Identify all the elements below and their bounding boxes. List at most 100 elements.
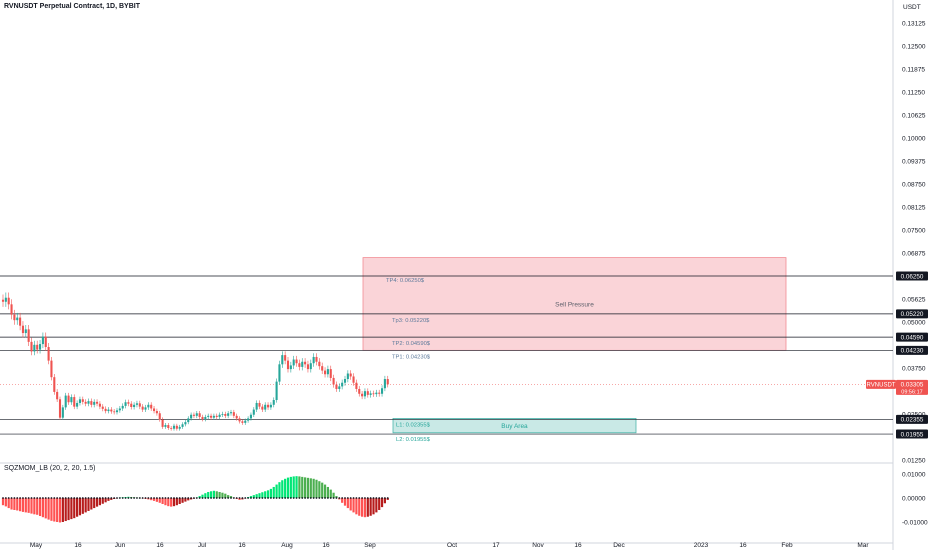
momentum-bar: [150, 498, 153, 501]
y-tick-label: 0.02500: [902, 412, 926, 419]
candle-body: [150, 404, 153, 409]
momentum-bar: [329, 489, 332, 498]
squeeze-dot: [53, 497, 56, 499]
candle-body: [33, 344, 36, 352]
squeeze-dot: [255, 497, 258, 499]
momentum-bar: [306, 477, 310, 498]
squeeze-dot: [24, 497, 27, 499]
squeeze-dot: [329, 497, 332, 499]
candle-body: [267, 404, 270, 408]
momentum-bar: [229, 496, 233, 498]
squeeze-dot: [173, 497, 175, 499]
squeeze-dot: [213, 497, 215, 499]
squeeze-dot: [218, 497, 221, 499]
momentum-bar: [107, 498, 110, 501]
candle-body: [241, 421, 244, 423]
squeeze-dot: [99, 497, 101, 499]
momentum-bar: [24, 498, 27, 513]
squeeze-dot: [207, 497, 210, 499]
candle-body: [30, 341, 33, 352]
zones: Sell Pressure Buy Area: [362, 257, 787, 434]
momentum-bar: [38, 498, 42, 516]
candle-body: [349, 373, 352, 377]
candle-body: [135, 403, 138, 405]
momentum-bar: [36, 498, 39, 515]
squeeze-dot: [107, 497, 110, 499]
candle-body: [198, 413, 201, 417]
x-tick-label: Nov: [532, 542, 544, 549]
momentum-bar: [284, 478, 287, 498]
candle-body: [212, 415, 215, 418]
squeeze-dot: [227, 497, 230, 499]
level-tag: [896, 345, 928, 355]
candle-body: [244, 420, 247, 423]
candle-body: [358, 388, 361, 394]
squeeze-dot: [81, 497, 84, 499]
momentum-bar: [152, 498, 156, 501]
x-tick-label: Sep: [364, 542, 376, 549]
momentum-bar: [1, 498, 5, 506]
squeeze-dot: [30, 497, 33, 499]
momentum-bar: [64, 498, 67, 522]
momentum-bar: [249, 496, 253, 498]
squeeze-dot: [22, 497, 24, 499]
candle-body: [301, 361, 304, 367]
symbol-tag-text: RVNUSDT: [867, 383, 896, 389]
squeeze-dot: [104, 497, 107, 499]
squeeze-dot: [13, 497, 16, 499]
squeeze-dot: [153, 497, 155, 499]
momentum-bar: [204, 493, 207, 498]
candle-body: [90, 401, 93, 405]
momentum-bar: [184, 498, 187, 502]
momentum-bar: [309, 478, 312, 498]
squeeze-dot: [270, 497, 272, 499]
squeeze-dot: [136, 497, 138, 499]
candle-body: [261, 406, 264, 410]
momentum-bar: [76, 498, 79, 517]
squeeze-dot: [366, 497, 369, 499]
momentum-bar: [16, 498, 19, 511]
level-tag: [896, 271, 928, 281]
candle-body: [264, 404, 267, 410]
level-tag-text: 0.05220: [901, 311, 924, 318]
momentum-bar: [170, 498, 173, 507]
squeeze-dot: [56, 497, 59, 499]
squeeze-dot: [27, 497, 30, 499]
candle-body: [221, 414, 224, 415]
momentum-tick-label: 0.00000: [902, 496, 926, 503]
momentum-bar: [158, 498, 161, 503]
candle-body: [207, 415, 210, 417]
squeeze-dot: [73, 497, 76, 499]
candle-body: [61, 407, 64, 418]
momentum-bar: [266, 490, 270, 498]
momentum-bar: [341, 498, 344, 503]
momentum-bar: [301, 476, 304, 498]
squeeze-dot: [258, 497, 261, 499]
momentum-bar: [343, 498, 347, 506]
candle-body: [352, 376, 355, 383]
candle-body: [21, 325, 24, 334]
squeeze-dot: [287, 497, 289, 499]
squeeze-dot: [164, 497, 167, 499]
x-tick-label: Feb: [781, 542, 793, 549]
squeeze-dot: [84, 497, 87, 499]
squeeze-dot: [76, 497, 78, 499]
squeeze-dot: [278, 497, 281, 499]
y-tick-label: 0.03750: [902, 366, 926, 373]
candle-body: [326, 369, 329, 375]
candle-body: [215, 415, 218, 417]
candle-body: [318, 361, 321, 367]
momentum-bar: [278, 482, 281, 498]
momentum-bar: [53, 498, 56, 522]
momentum-bar: [70, 498, 73, 520]
candle-body: [312, 356, 315, 364]
candle-body: [144, 407, 147, 410]
momentum-bar: [101, 498, 104, 504]
candle-body: [115, 410, 119, 413]
level-tag: [896, 332, 928, 342]
candle-body: [329, 369, 332, 378]
momentum-bar: [304, 477, 307, 498]
candle-body: [110, 409, 113, 412]
x-tick-label: 16: [739, 542, 747, 549]
